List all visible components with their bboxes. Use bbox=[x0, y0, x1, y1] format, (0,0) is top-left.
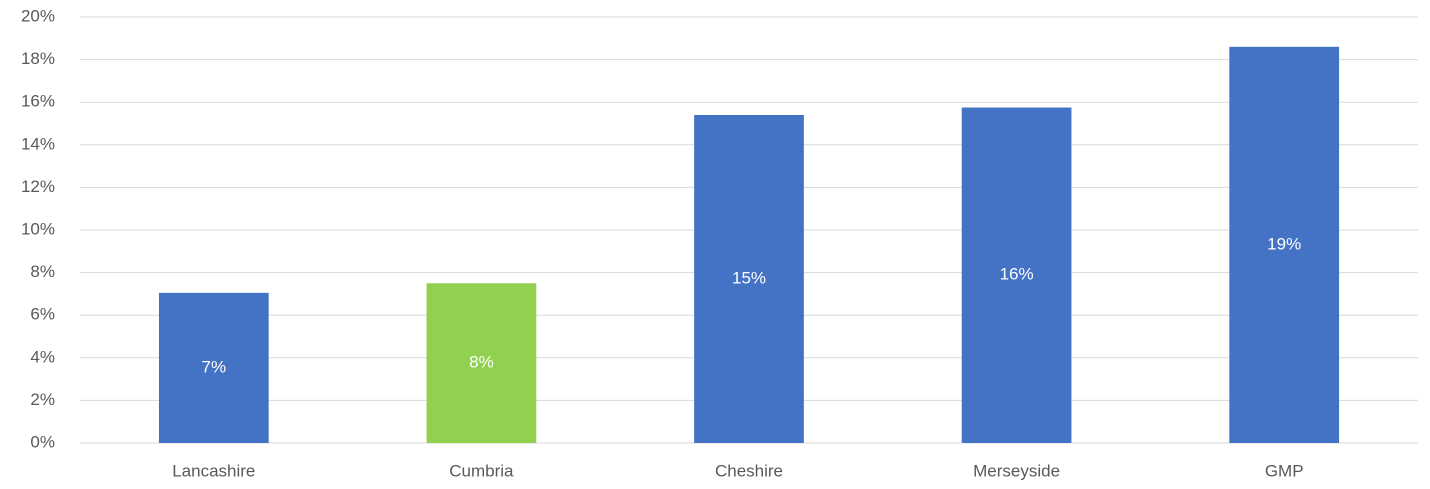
data-label: 15% bbox=[732, 268, 766, 287]
y-tick-label: 0% bbox=[30, 432, 55, 451]
data-label: 19% bbox=[1267, 234, 1301, 253]
bar bbox=[1229, 46, 1340, 443]
x-tick-label: Cumbria bbox=[449, 461, 514, 480]
y-tick-label: 2% bbox=[30, 390, 55, 409]
y-tick-label: 10% bbox=[21, 219, 55, 238]
x-tick-label: Lancashire bbox=[172, 461, 255, 480]
y-tick-label: 16% bbox=[21, 92, 55, 111]
x-tick-label: Merseyside bbox=[973, 461, 1060, 480]
bar bbox=[694, 114, 804, 443]
y-tick-label: 8% bbox=[30, 262, 55, 281]
y-tick-label: 6% bbox=[30, 305, 55, 324]
x-tick-label: GMP bbox=[1265, 461, 1304, 480]
y-tick-label: 4% bbox=[30, 347, 55, 366]
bar bbox=[158, 292, 269, 443]
data-label: 16% bbox=[1000, 265, 1034, 284]
y-tick-label: 18% bbox=[21, 49, 55, 68]
y-tick-label: 14% bbox=[21, 134, 55, 153]
y-tick-label: 12% bbox=[21, 177, 55, 196]
data-label: 8% bbox=[469, 353, 494, 372]
x-tick-label: Cheshire bbox=[715, 461, 783, 480]
y-tick-label: 20% bbox=[21, 6, 55, 25]
data-label: 7% bbox=[202, 357, 227, 376]
bar bbox=[426, 283, 537, 443]
bar bbox=[961, 107, 1072, 444]
